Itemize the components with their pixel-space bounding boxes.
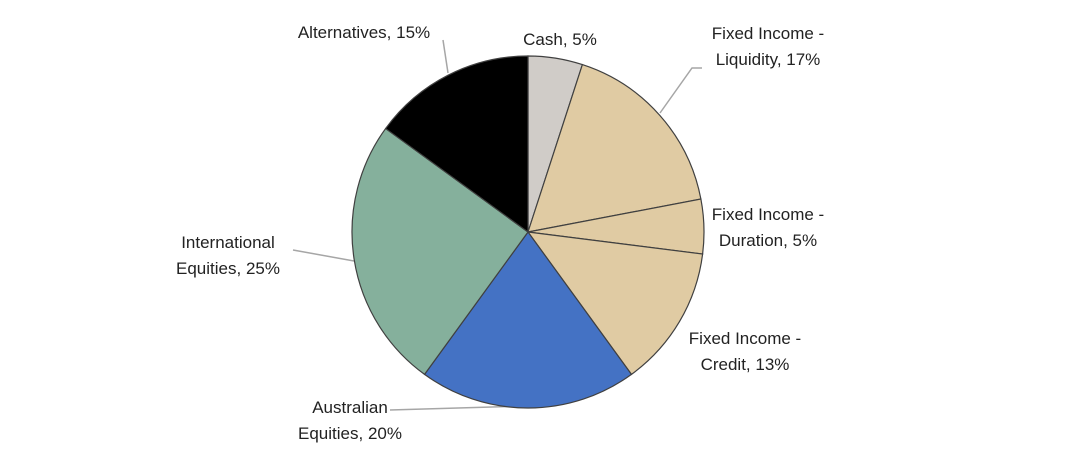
slice-label: Fixed Income - Liquidity, 17% — [711, 24, 825, 69]
leader-line — [292, 249, 355, 262]
slice-label: Fixed Income - Duration, 5% — [711, 205, 825, 250]
pie-slice — [423, 230, 633, 409]
leader-line — [442, 39, 449, 74]
pie-slice — [351, 127, 529, 376]
slice-label: Alternatives, 15% — [297, 23, 431, 42]
leader-line — [659, 67, 702, 114]
pie-slice — [527, 63, 702, 233]
pie-slice — [384, 55, 529, 234]
slice-label: Australian Equities, 20% — [298, 398, 402, 443]
pie-slice — [526, 231, 704, 376]
slice-label: International Equities, 25% — [176, 233, 280, 278]
slice-label: Cash, 5% — [523, 30, 597, 49]
slice-label: Fixed Income - Credit, 13% — [688, 329, 802, 374]
